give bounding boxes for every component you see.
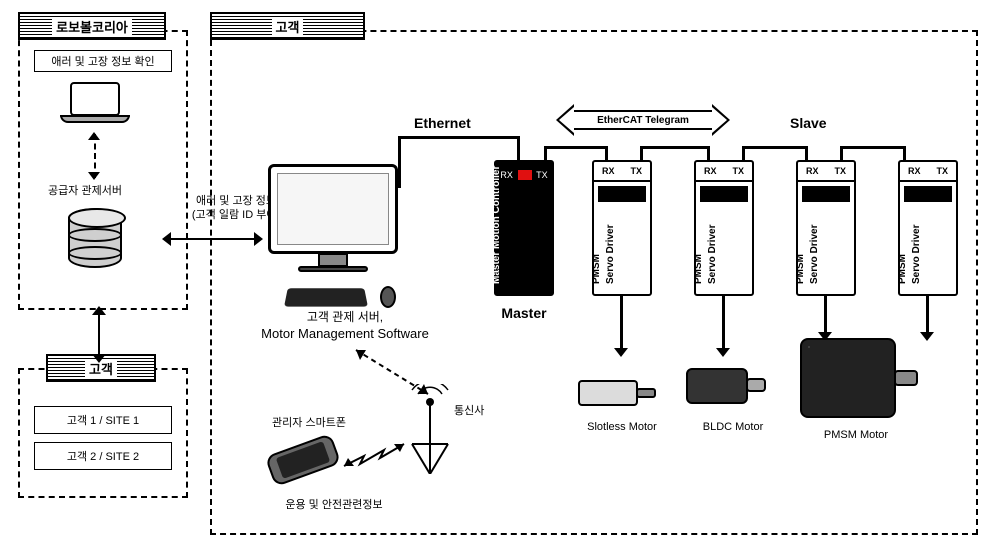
- bus-line: [544, 146, 608, 149]
- motor-line: [620, 296, 623, 352]
- motor-line: [722, 296, 725, 352]
- arrow-head-icon: [92, 354, 106, 363]
- ethernet-label: Ethernet: [414, 114, 471, 132]
- supplier-info-check: 애러 및 고장 정보 확인: [34, 50, 172, 72]
- slave-label: Slave: [790, 114, 827, 132]
- bldc-label: BLDC Motor: [688, 420, 778, 434]
- keyboard-icon: [284, 288, 368, 306]
- customer-title: 고객: [272, 17, 304, 36]
- bus-line: [605, 146, 608, 160]
- laptop-icon: [60, 82, 130, 130]
- master-label: Master: [494, 304, 554, 322]
- arrow-head-icon: [254, 232, 263, 246]
- connector-line: [168, 238, 256, 240]
- driver-4: RXTX PMSM Servo Driver: [898, 160, 958, 296]
- slotless-label: Slotless Motor: [572, 420, 672, 434]
- pc-icon: [268, 164, 398, 272]
- mouse-icon: [380, 286, 396, 308]
- arrow-head-icon: [614, 348, 628, 357]
- lightning-arrow-icon: [340, 438, 410, 478]
- pmsm-label: PMSM Motor: [806, 428, 906, 442]
- supplier-title: 로보볼코리아: [52, 17, 132, 36]
- arrow-head-icon: [716, 348, 730, 357]
- arrow-head-icon: [88, 172, 100, 180]
- telegram-arrow: EtherCAT Telegram: [558, 104, 728, 136]
- carrier-label: 통신사: [454, 404, 484, 418]
- arrow-head-icon: [920, 332, 934, 341]
- driver-1: RXTX PMSM Servo Driver: [592, 160, 652, 296]
- ethernet-line: [517, 136, 520, 160]
- dashed-arrow-icon: [350, 344, 440, 404]
- arrow-head-icon: [92, 306, 106, 315]
- driver-2: RXTX PMSM Servo Driver: [694, 160, 754, 296]
- arrow-head-icon: [162, 232, 171, 246]
- supplier-server-label: 공급자 관제서버: [30, 184, 140, 198]
- bus-line: [840, 146, 906, 149]
- motor-line: [824, 296, 827, 336]
- ethernet-line: [398, 136, 401, 188]
- ethernet-line: [398, 136, 520, 139]
- connector-line: [98, 310, 100, 360]
- customer-server-label: 고객 관제 서버, Motor Management Software: [240, 310, 450, 342]
- master-controller: RX TX Master Motion Controller: [494, 160, 554, 296]
- bus-line: [742, 146, 808, 149]
- bus-line: [707, 146, 710, 160]
- arrow-head-icon: [88, 132, 100, 140]
- admin-phone-label: 관리자 스마트폰: [254, 416, 364, 430]
- bus-line: [640, 146, 710, 149]
- supplier-header: 로보볼코리아: [18, 12, 166, 40]
- motor-line: [926, 296, 929, 336]
- bus-line: [805, 146, 808, 160]
- database-icon: [68, 208, 122, 268]
- driver-3: RXTX PMSM Servo Driver: [796, 160, 856, 296]
- customer-header: 고객: [210, 12, 365, 40]
- client-row-2: 고객 2 / SITE 2: [34, 442, 172, 470]
- supplier-panel: [18, 30, 188, 310]
- bus-line: [903, 146, 906, 160]
- ops-info-label: 운용 및 안전관련정보: [244, 498, 424, 512]
- client-row-1: 고객 1 / SITE 1: [34, 406, 172, 434]
